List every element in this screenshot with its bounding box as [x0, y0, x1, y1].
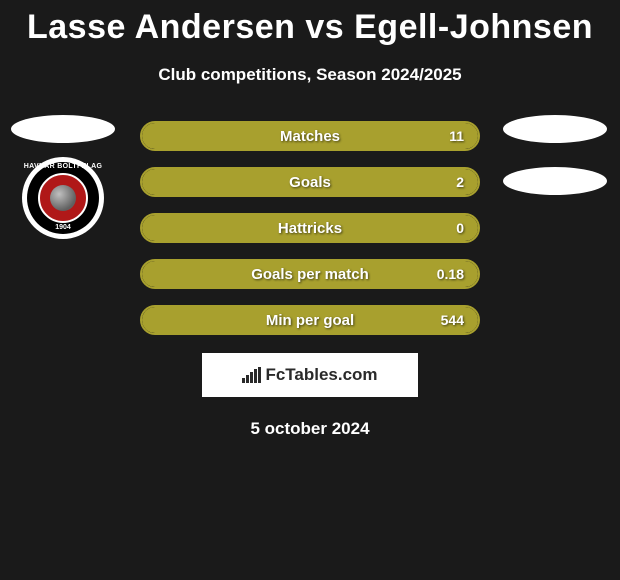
right-player-col: [500, 115, 610, 195]
stat-label: Goals per match: [142, 261, 478, 287]
stat-bar: Hattricks0: [140, 213, 480, 243]
left-player-col: HAVNAR BÓLTFELAG 1904: [8, 115, 118, 239]
badge-year: 1904: [22, 224, 104, 231]
hammer-icon: [50, 185, 76, 211]
stat-bar: Matches11: [140, 121, 480, 151]
player-photo-right: [503, 115, 607, 143]
club-badge-right: [503, 167, 607, 195]
stat-label: Min per goal: [142, 307, 478, 333]
brand-text: FcTables.com: [265, 365, 377, 385]
stat-label: Hattricks: [142, 215, 478, 241]
stat-label: Matches: [142, 123, 478, 149]
stat-bar: Min per goal544: [140, 305, 480, 335]
stat-value: 0: [456, 215, 464, 241]
stat-value: 544: [441, 307, 464, 333]
page-title: Lasse Andersen vs Egell-Johnsen: [0, 0, 620, 47]
club-badge-left: HAVNAR BÓLTFELAG 1904: [22, 157, 104, 239]
badge-top-text: HAVNAR BÓLTFELAG: [22, 163, 104, 170]
subtitle: Club competitions, Season 2024/2025: [0, 65, 620, 85]
date-text: 5 october 2024: [0, 419, 620, 439]
stat-value: 2: [456, 169, 464, 195]
chart-icon: [242, 367, 261, 383]
stat-value: 11: [449, 123, 464, 149]
stat-value: 0.18: [437, 261, 464, 287]
stat-bar: Goals per match0.18: [140, 259, 480, 289]
stat-label: Goals: [142, 169, 478, 195]
player-photo-left: [11, 115, 115, 143]
stats-bars: Matches11 Goals2 Hattricks0 Goals per match…: [140, 121, 480, 335]
comparison-area: HAVNAR BÓLTFELAG 1904 Matches11 Goals2 Hat…: [0, 121, 620, 351]
stat-bar: Goals2: [140, 167, 480, 197]
brand-box: FcTables.com: [202, 353, 418, 397]
